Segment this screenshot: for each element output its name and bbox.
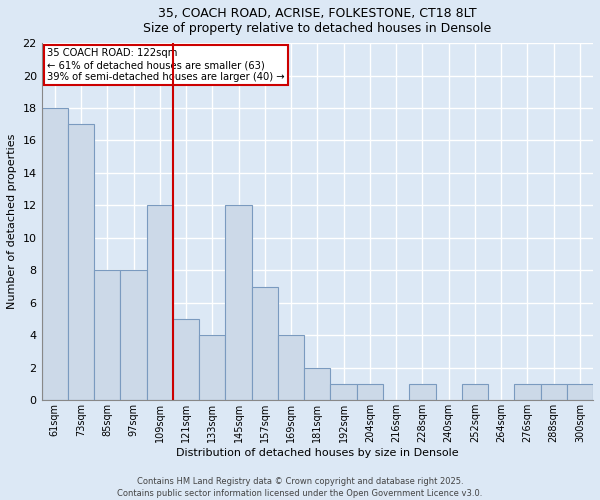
Bar [567, 384, 593, 400]
Bar [331, 384, 357, 400]
Bar [357, 384, 383, 400]
Bar [121, 270, 146, 400]
Bar [226, 206, 251, 400]
Bar [541, 384, 567, 400]
Title: 35, COACH ROAD, ACRISE, FOLKESTONE, CT18 8LT
Size of property relative to detach: 35, COACH ROAD, ACRISE, FOLKESTONE, CT18… [143, 7, 491, 35]
Text: Contains HM Land Registry data © Crown copyright and database right 2025.
Contai: Contains HM Land Registry data © Crown c… [118, 476, 482, 498]
Bar [68, 124, 94, 400]
Bar [173, 319, 199, 400]
Y-axis label: Number of detached properties: Number of detached properties [7, 134, 17, 310]
Bar [462, 384, 488, 400]
Text: 35 COACH ROAD: 122sqm
← 61% of detached houses are smaller (63)
39% of semi-deta: 35 COACH ROAD: 122sqm ← 61% of detached … [47, 48, 285, 82]
Bar [94, 270, 121, 400]
Bar [41, 108, 68, 400]
X-axis label: Distribution of detached houses by size in Densole: Distribution of detached houses by size … [176, 448, 458, 458]
Bar [304, 368, 331, 400]
Bar [251, 286, 278, 400]
Bar [409, 384, 436, 400]
Bar [146, 206, 173, 400]
Bar [514, 384, 541, 400]
Bar [199, 336, 226, 400]
Bar [278, 336, 304, 400]
